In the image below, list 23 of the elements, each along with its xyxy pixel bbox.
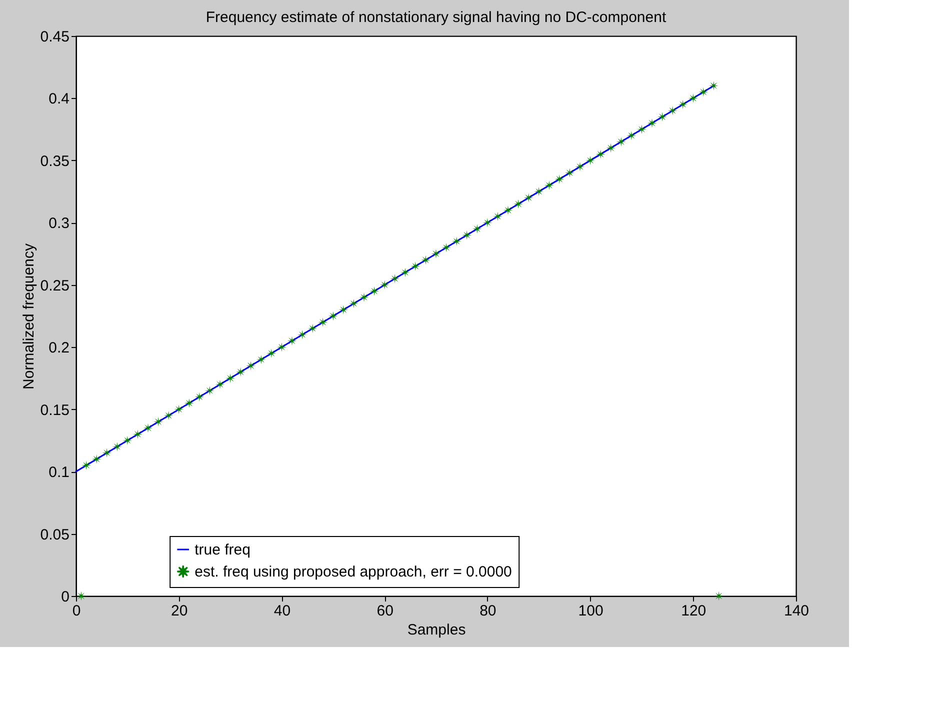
y-tick-label: 0.15 [40, 402, 70, 419]
x-tick-label: 140 [784, 602, 810, 620]
x-tick-label: 100 [578, 602, 604, 620]
y-tick-label: 0.4 [48, 90, 70, 108]
y-tick-label: 0.1 [48, 464, 70, 482]
y-axis-title: Normalized frequency [20, 243, 38, 390]
y-tick-label: 0.45 [40, 28, 70, 46]
y-tick-label: 0 [61, 588, 70, 606]
y-tick-label: 0.2 [48, 340, 70, 357]
y-tick-label: 0.3 [48, 215, 70, 232]
x-tick-label: 0 [72, 602, 81, 620]
x-tick-label: 60 [376, 602, 394, 620]
legend-label: true freq [194, 542, 250, 558]
x-tick-label: 80 [480, 602, 496, 620]
x-axis-title: Samples [407, 622, 466, 638]
chart-title: Frequency estimate of nonstationary signal having no DC-component [206, 9, 667, 26]
y-tick-label: 0.05 [40, 526, 70, 544]
y-tick-label: 0.35 [40, 152, 70, 170]
x-tick-label: 120 [681, 602, 706, 620]
y-tick-label: 0.25 [40, 277, 70, 294]
x-tick-label: 20 [171, 602, 188, 620]
legend-label: est. freq using proposed approach, err = 0.0000 [194, 564, 512, 580]
x-tick-label: 40 [274, 602, 291, 620]
